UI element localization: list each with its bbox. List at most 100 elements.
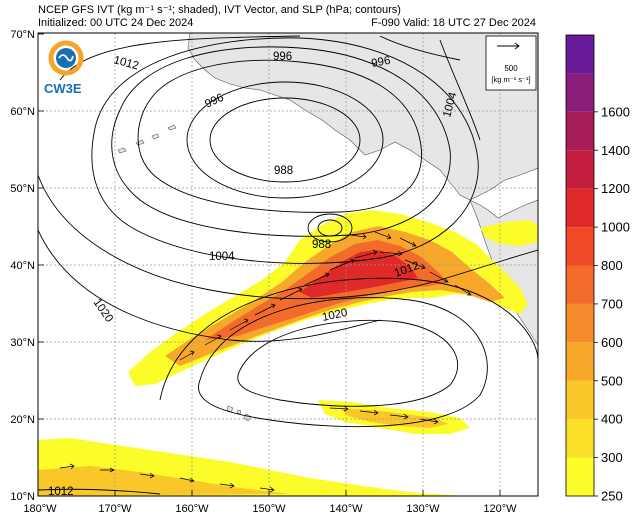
- slp-label: 988: [312, 239, 331, 251]
- lat-label: 10°N: [10, 491, 35, 503]
- lat-labels: 70°N 60°N 50°N 40°N 30°N 20°N 10°N: [10, 29, 35, 503]
- colorbar-tick-label: 1400: [601, 143, 630, 158]
- logo-wave-icon: [58, 54, 74, 62]
- colorbar-tick-label: 1600: [601, 104, 630, 119]
- colorbar-segment: [566, 188, 594, 228]
- logo-ring-icon: [48, 40, 84, 76]
- forecast-valid-time: F-090 Valid: 18 UTC 27 Dec 2024: [371, 17, 536, 29]
- colorbar-tick-label: 800: [601, 258, 623, 273]
- lon-labels: 180°W 170°W 160°W 150°W 140°W 130°W 120°…: [23, 503, 517, 515]
- ivt-arrow: [219, 482, 235, 489]
- slp-label: 1020: [321, 307, 349, 324]
- ivt-arrow: [254, 303, 276, 316]
- colorbar-tick-label: 1200: [601, 181, 630, 196]
- ivt-tropical-belt-inner: [38, 466, 290, 496]
- colorbar-tick-label: 700: [601, 296, 623, 311]
- slp-contour-small-low-2: [317, 219, 343, 237]
- init-time: Initialized: 00 UTC 24 Dec 2024: [38, 17, 194, 29]
- lat-label: 50°N: [10, 183, 35, 195]
- ivt-arrow: [389, 413, 409, 420]
- colorbar-tick-label: 250: [601, 489, 623, 504]
- slp-contour-low-2: [186, 81, 384, 199]
- slp-contour-1020: [38, 229, 381, 342]
- slp-contour-1012: [38, 35, 538, 300]
- ivt-arrow: [100, 467, 115, 473]
- slp-contour-1004: [91, 37, 479, 264]
- slp-contour-hi-3: [159, 277, 538, 401]
- ivt-coastal-patch: [480, 220, 538, 246]
- colorbar-segment: [566, 380, 594, 420]
- slp-label: 988: [274, 165, 293, 177]
- lat-label: 60°N: [10, 106, 35, 118]
- ivt-arrow: [329, 258, 355, 271]
- slp-label: 1012: [48, 486, 74, 498]
- colorbar-segment: [566, 419, 594, 458]
- colorbar-segment: [566, 342, 594, 381]
- ivt-arrow: [139, 472, 155, 479]
- ivt-arrow: [404, 259, 426, 270]
- colorbar-segment: [566, 303, 594, 343]
- slp-contours: [38, 35, 538, 495]
- colorbar: 250 300 400 500 600 700 800 1000 1200 1400 1600: [565, 34, 630, 504]
- ivt-arrow: [279, 287, 303, 301]
- slp-label: 996: [273, 51, 292, 63]
- ivt-arrow: [419, 418, 439, 425]
- lat-label: 30°N: [10, 337, 35, 349]
- ivt-vectors: [59, 231, 472, 493]
- ivt-arrow: [259, 486, 275, 493]
- slp-contour-small-low: [307, 213, 353, 243]
- slp-contour-east-1: [439, 39, 481, 141]
- lon-label: 120°W: [483, 503, 517, 515]
- reference-vector-box: 500 [kg m⁻¹ s⁻¹]: [485, 35, 537, 91]
- figure-title: NCEP GFS IVT (kg m⁻¹ s⁻¹; shaded), IVT V…: [38, 4, 401, 30]
- ivt-arrow: [354, 249, 378, 259]
- graticule: [38, 33, 538, 496]
- slp-contour-hi-2: [198, 297, 488, 428]
- colorbar-tick-label: 300: [601, 450, 623, 465]
- ivt-band-800: [300, 250, 418, 298]
- slp-contour-east-2: [379, 35, 461, 61]
- map-frame: [37, 32, 539, 497]
- colorbar-segment: [566, 150, 594, 189]
- ivt-arrow: [229, 318, 249, 331]
- lon-label: 130°W: [406, 503, 440, 515]
- ivt-arrow: [59, 463, 75, 470]
- ivt-arrow: [454, 284, 472, 296]
- colorbar-segment: [566, 457, 594, 496]
- cw3e-logo: CW3E: [44, 40, 84, 96]
- colorbar-tick-label: 1000: [601, 220, 630, 235]
- colorbar-tick-label: 400: [601, 412, 623, 427]
- logo-text: CW3E: [44, 81, 82, 96]
- lat-label: 20°N: [10, 414, 35, 426]
- lat-label: 70°N: [10, 29, 35, 41]
- reference-vector-unit: [kg m⁻¹ s⁻¹]: [491, 75, 530, 84]
- colorbar-tick-label: 600: [601, 335, 623, 350]
- slp-contour-south: [38, 488, 161, 495]
- colorbar-segment: [566, 35, 594, 74]
- ivt-arrow: [179, 477, 195, 483]
- ivt-streamer-south-inner: [340, 408, 448, 428]
- lon-label: 150°W: [252, 503, 286, 515]
- slp-label: 996: [370, 55, 391, 70]
- slp-label: 1004: [209, 251, 235, 263]
- slp-contour-low-1: [209, 97, 361, 183]
- lon-label: 170°W: [98, 503, 132, 515]
- ivt-arrow: [399, 237, 417, 247]
- lon-label: 160°W: [175, 503, 209, 515]
- ivt-arrow: [304, 272, 330, 286]
- ivt-arrow: [329, 405, 349, 412]
- axis-ticks: [37, 33, 501, 497]
- slp-contour-hi-1: [237, 319, 459, 407]
- ivt-arrow: [349, 233, 367, 240]
- ivt-arrow: [374, 231, 392, 240]
- lon-label: 140°W: [329, 503, 363, 515]
- lon-label: 180°W: [23, 503, 57, 515]
- ivt-arrow: [379, 250, 403, 257]
- title-line-1: NCEP GFS IVT (kg m⁻¹ s⁻¹; shaded), IVT V…: [38, 4, 401, 16]
- reference-arrow-icon: [497, 42, 520, 50]
- ivt-arrow: [359, 409, 379, 416]
- colorbar-segment: [566, 73, 594, 112]
- slp-contour-3: [137, 59, 422, 213]
- ivt-arrow: [429, 271, 449, 283]
